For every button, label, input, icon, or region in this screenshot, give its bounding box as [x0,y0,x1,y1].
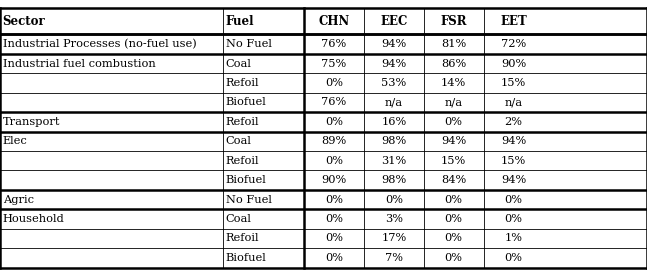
Text: 90%: 90% [322,175,347,185]
Text: 0%: 0% [325,195,343,204]
Text: Fuel: Fuel [226,15,254,28]
Text: 0%: 0% [385,195,403,204]
Text: 0%: 0% [325,214,343,224]
Text: n/a: n/a [444,97,463,107]
Text: 0%: 0% [325,117,343,127]
Text: 53%: 53% [381,78,406,88]
Text: 86%: 86% [441,58,466,69]
Text: Household: Household [3,214,64,224]
Text: Refoil: Refoil [226,117,259,127]
Text: 3%: 3% [385,214,403,224]
Text: 0%: 0% [444,253,463,263]
Text: Coal: Coal [226,214,252,224]
Text: 7%: 7% [385,253,403,263]
Text: 98%: 98% [381,136,406,146]
Text: Refoil: Refoil [226,156,259,166]
Text: Coal: Coal [226,58,252,69]
Text: 94%: 94% [381,39,406,49]
Text: 0%: 0% [444,214,463,224]
Text: 0%: 0% [444,195,463,204]
Text: 94%: 94% [381,58,406,69]
Text: 16%: 16% [381,117,406,127]
Text: Elec: Elec [3,136,27,146]
Text: 76%: 76% [322,39,347,49]
Text: Industrial Processes (no-fuel use): Industrial Processes (no-fuel use) [3,39,196,49]
Text: Refoil: Refoil [226,78,259,88]
Text: 0%: 0% [325,156,343,166]
Text: 94%: 94% [501,175,526,185]
Text: 15%: 15% [501,78,526,88]
Text: 15%: 15% [441,156,466,166]
Text: 0%: 0% [325,253,343,263]
Text: Coal: Coal [226,136,252,146]
Text: 0%: 0% [505,195,523,204]
Text: Biofuel: Biofuel [226,97,267,107]
Text: 14%: 14% [441,78,466,88]
Text: 76%: 76% [322,97,347,107]
Text: EEC: EEC [380,15,408,28]
Text: 94%: 94% [501,136,526,146]
Text: 81%: 81% [441,39,466,49]
Text: Agric: Agric [3,195,34,204]
Text: 31%: 31% [381,156,406,166]
Text: CHN: CHN [318,15,349,28]
Text: 15%: 15% [501,156,526,166]
Text: 84%: 84% [441,175,466,185]
Text: n/a: n/a [505,97,523,107]
Text: 0%: 0% [444,117,463,127]
Text: FSR: FSR [441,15,467,28]
Text: n/a: n/a [385,97,403,107]
Text: 0%: 0% [325,233,343,244]
Text: No Fuel: No Fuel [226,39,272,49]
Text: 0%: 0% [505,214,523,224]
Text: 0%: 0% [325,78,343,88]
Text: No Fuel: No Fuel [226,195,272,204]
Text: 72%: 72% [501,39,526,49]
Text: 2%: 2% [505,117,523,127]
Text: 98%: 98% [381,175,406,185]
Text: 17%: 17% [381,233,406,244]
Text: Transport: Transport [3,117,60,127]
Text: 0%: 0% [444,233,463,244]
Text: Biofuel: Biofuel [226,175,267,185]
Text: 0%: 0% [505,253,523,263]
Text: 94%: 94% [441,136,466,146]
Text: EET: EET [500,15,527,28]
Text: Industrial fuel combustion: Industrial fuel combustion [3,58,155,69]
Text: Refoil: Refoil [226,233,259,244]
Text: 75%: 75% [322,58,347,69]
Text: 89%: 89% [322,136,347,146]
Text: 1%: 1% [505,233,523,244]
Text: 90%: 90% [501,58,526,69]
Text: Biofuel: Biofuel [226,253,267,263]
Text: Sector: Sector [3,15,45,28]
